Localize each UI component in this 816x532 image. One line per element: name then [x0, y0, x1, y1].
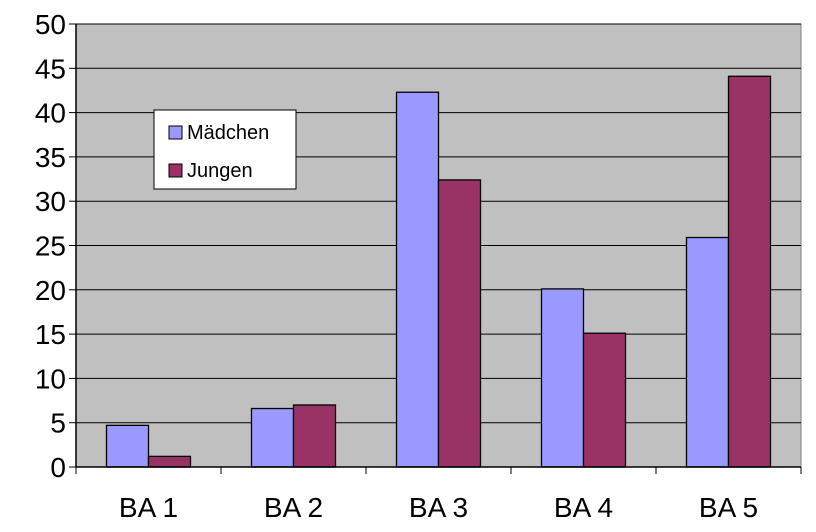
y-tick-label: 0: [50, 452, 66, 483]
legend-label-maedchen: Mädchen: [187, 122, 269, 144]
bars: [105, 75, 772, 468]
legend: Mädchen Jungen: [153, 109, 297, 190]
x-tick-label: BA 1: [119, 492, 178, 523]
bar-maedchen-2: [250, 407, 295, 468]
y-tick-label: 10: [35, 363, 66, 394]
y-tick-label: 35: [35, 142, 66, 173]
y-tick-label: 45: [35, 53, 66, 84]
bar-maedchen-1: [105, 424, 150, 468]
y-tick-label: 50: [35, 9, 66, 40]
bar-jungen-1: [147, 455, 192, 468]
bar-maedchen-4: [540, 288, 585, 468]
bar-maedchen-5: [685, 236, 730, 468]
y-tick-label: 25: [35, 231, 66, 262]
y-axis-ticks: 0 5 10 15 20 25 30 35 40 45 50: [35, 9, 76, 483]
bar-jungen-4: [582, 332, 627, 468]
x-tick-label: BA 4: [554, 492, 613, 523]
x-tick-label: BA 3: [409, 492, 468, 523]
y-tick-label: 15: [35, 319, 66, 350]
x-axis-ticks: BA 1 BA 2 BA 3 BA 4 BA 5: [75, 467, 802, 523]
bar-jungen-3: [437, 179, 482, 468]
y-tick-label: 20: [35, 275, 66, 306]
legend-swatch-maedchen: [168, 125, 183, 140]
bar-jungen-5: [727, 75, 772, 468]
bar-maedchen-3: [395, 91, 440, 468]
legend-swatch-jungen: [168, 163, 183, 178]
bar-jungen-2: [292, 404, 337, 468]
gridlines: [76, 23, 801, 424]
y-tick-label: 40: [35, 98, 66, 129]
x-tick-label: BA 2: [264, 492, 323, 523]
x-tick-label: BA 5: [699, 492, 758, 523]
y-tick-label: 30: [35, 186, 66, 217]
y-tick-label: 5: [50, 408, 66, 439]
legend-label-jungen: Jungen: [187, 160, 253, 182]
